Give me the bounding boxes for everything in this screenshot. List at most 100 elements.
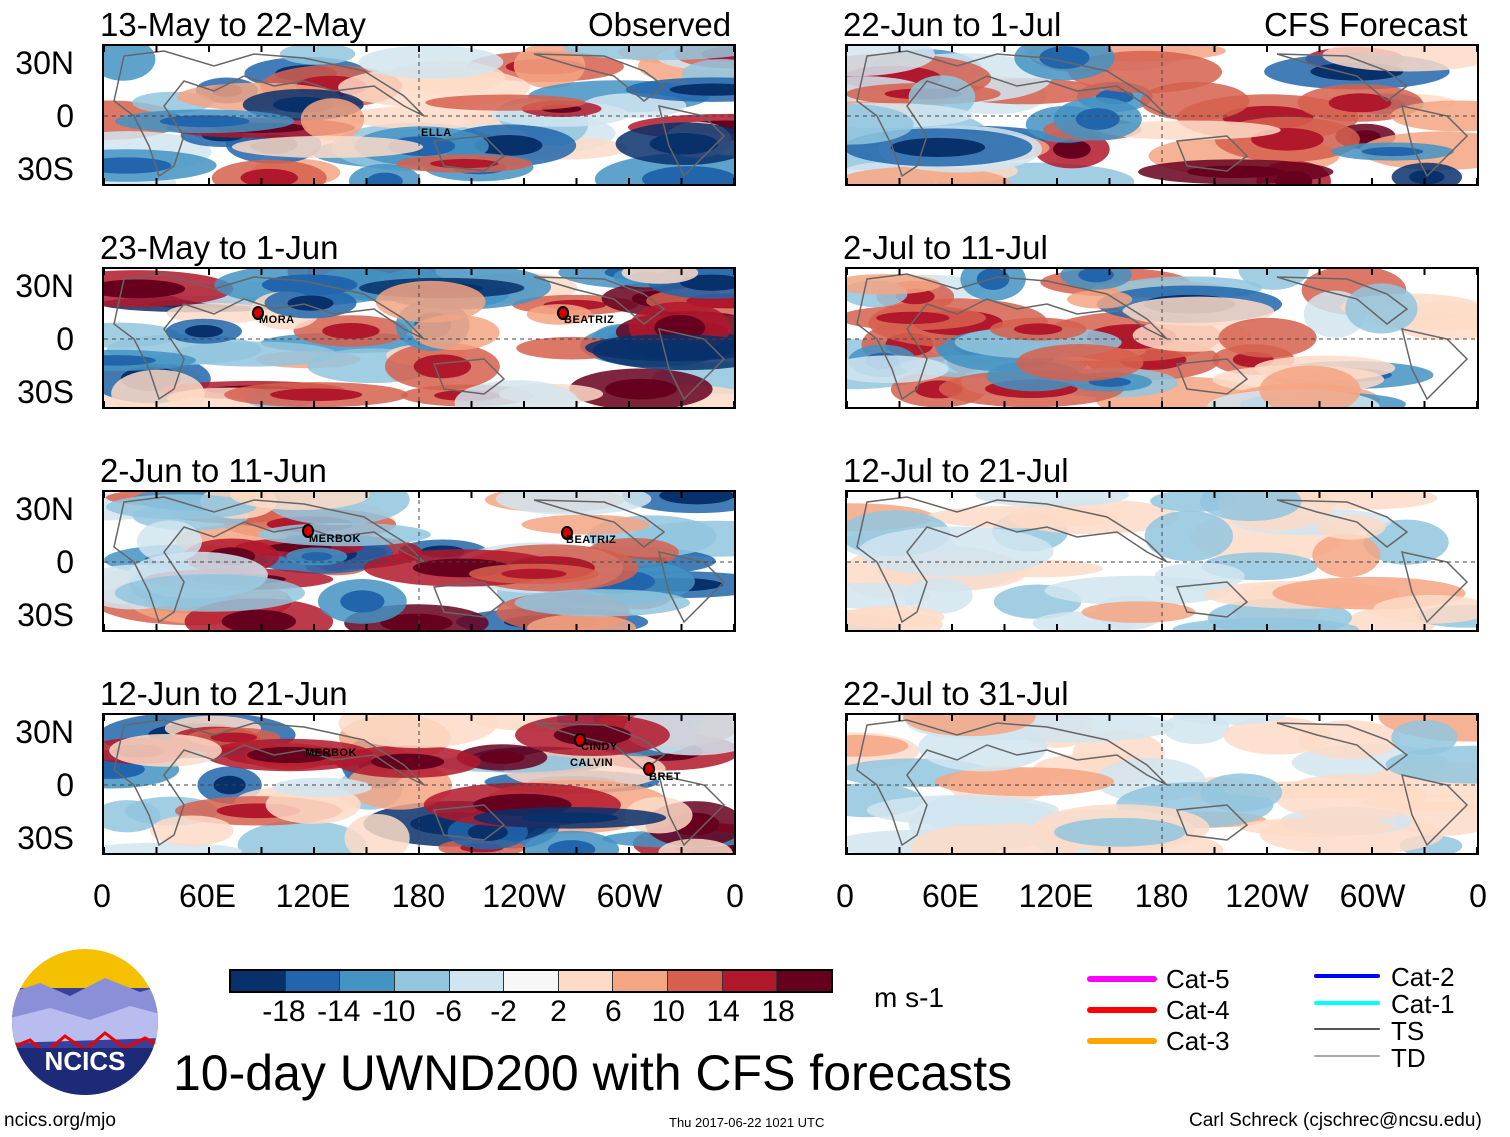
wind-anomaly-core — [159, 115, 250, 128]
wind-anomaly-core — [371, 753, 445, 770]
panel-title: 23-May to 1-Jun — [100, 229, 339, 266]
wind-anomaly-contour — [1199, 492, 1302, 522]
map-panel — [102, 267, 736, 409]
wind-anomaly-contour — [338, 715, 498, 749]
wind-anomaly-contour — [621, 269, 699, 284]
colorbar-label: -2 — [490, 995, 517, 1028]
wind-anomaly-contour — [1290, 492, 1438, 510]
wind-anomaly-contour — [1144, 510, 1234, 562]
wind-anomaly-contour — [1373, 594, 1477, 624]
wind-anomaly-contour — [975, 492, 1130, 507]
track-legend-line — [1314, 1001, 1380, 1005]
wind-anomaly-core — [413, 354, 472, 379]
wind-anomaly-contour — [1200, 773, 1283, 812]
wind-anomaly-contour — [521, 514, 650, 535]
coastline — [856, 496, 1168, 624]
wind-anomaly-core — [287, 295, 334, 311]
wind-anomaly-contour — [347, 105, 500, 130]
wind-anomaly-core — [1039, 46, 1090, 69]
colorbar-swatch — [668, 971, 723, 991]
wind-anomaly-core — [322, 323, 380, 339]
wind-anomaly-contour — [104, 842, 243, 853]
coastline — [856, 719, 1168, 847]
forecast-header: CFS Forecast — [1264, 6, 1468, 43]
track-legend-label: Cat-3 — [1166, 1026, 1230, 1056]
hurricane-icon — [252, 306, 264, 320]
storm-label: CINDY — [581, 741, 618, 753]
storm-label: MORA — [259, 314, 295, 326]
wind-anomaly-contour — [105, 494, 257, 520]
lat-label: 0 — [56, 321, 74, 357]
coastline — [856, 50, 1168, 178]
wind-anomaly-contour — [1322, 46, 1477, 72]
lat-label: 30N — [15, 268, 74, 304]
wind-anomaly-core — [301, 551, 332, 561]
wind-anomaly-core — [976, 269, 1010, 290]
wind-anomaly-core — [501, 568, 567, 579]
wind-anomaly-contour — [1122, 296, 1275, 326]
observed-header: Observed — [588, 6, 732, 43]
wind-anomaly-contour — [231, 135, 424, 158]
coastline — [113, 50, 425, 178]
wind-anomaly-core — [213, 775, 246, 795]
coastline — [432, 581, 506, 618]
wind-anomaly-contour — [1298, 720, 1400, 759]
wind-anomaly-contour — [847, 355, 949, 384]
wind-anomaly-core — [1328, 93, 1392, 113]
wind-anomaly-contour — [1016, 344, 1144, 382]
colorbar-label: 10 — [651, 995, 685, 1028]
wind-anomaly-contour — [1239, 817, 1394, 837]
lat-label: 30N — [15, 714, 74, 750]
coastline — [533, 499, 666, 548]
track-legend-label: TD — [1391, 1043, 1426, 1073]
wind-anomaly-contour — [237, 820, 366, 853]
wind-anomaly-contour — [1081, 601, 1196, 623]
ncics-logo: NCICS — [12, 949, 158, 1095]
lon-label: 60W — [596, 878, 663, 914]
footer-url[interactable]: ncics.org/mjo — [4, 1110, 116, 1131]
map-panel — [845, 44, 1479, 186]
track-legend-label: TS — [1391, 1016, 1425, 1046]
lat-label: 30N — [15, 491, 74, 527]
wind-anomaly-core — [1078, 269, 1114, 283]
coastline — [1276, 53, 1409, 102]
wind-anomaly-contour — [109, 733, 222, 767]
colorbar-swatch — [394, 971, 450, 991]
colorbar-swatch — [777, 971, 832, 991]
colorbar-swatch — [285, 971, 341, 991]
wind-anomaly-contour — [1238, 269, 1309, 290]
wind-anomaly-contour — [513, 46, 586, 89]
lon-label: 120W — [482, 878, 566, 914]
wind-anomaly-contour — [1172, 715, 1286, 725]
lon-label: 180 — [1134, 878, 1189, 914]
track-legend-label: Cat-1 — [1391, 989, 1455, 1019]
colorbar-label: 6 — [605, 995, 622, 1028]
storm-label: MERBOK — [305, 747, 357, 759]
wind-anomaly-core — [659, 492, 734, 505]
coastline — [1175, 135, 1249, 172]
wind-anomaly-core — [247, 746, 332, 764]
wind-anomaly-core — [184, 325, 223, 338]
coastline — [1276, 276, 1409, 325]
wind-anomaly-contour — [1008, 499, 1180, 535]
colorbar-swatch — [504, 971, 559, 991]
track-legend-line — [1314, 974, 1380, 978]
storm-label: BEATRIZ — [564, 314, 615, 326]
wind-anomaly-contour — [300, 98, 365, 141]
lat-label: 0 — [56, 98, 74, 134]
wind-anomaly-core — [547, 840, 596, 853]
hurricane-icon — [643, 762, 655, 776]
panel-title: 22-Jun to 1-Jul — [843, 6, 1062, 43]
units-label: m s-1 — [874, 982, 944, 1013]
wind-anomaly-core — [474, 134, 543, 156]
lon-label: 60W — [1339, 878, 1406, 914]
colorbar-swatch — [722, 971, 778, 991]
coastline — [432, 135, 506, 172]
wind-anomaly-core — [890, 137, 986, 157]
logo-text: NCICS — [45, 1046, 126, 1076]
track-legend-line — [1087, 1007, 1157, 1013]
wind-anomaly-core — [876, 311, 950, 325]
track-legend-label: Cat-5 — [1166, 964, 1230, 994]
lon-label: 60E — [179, 878, 236, 914]
